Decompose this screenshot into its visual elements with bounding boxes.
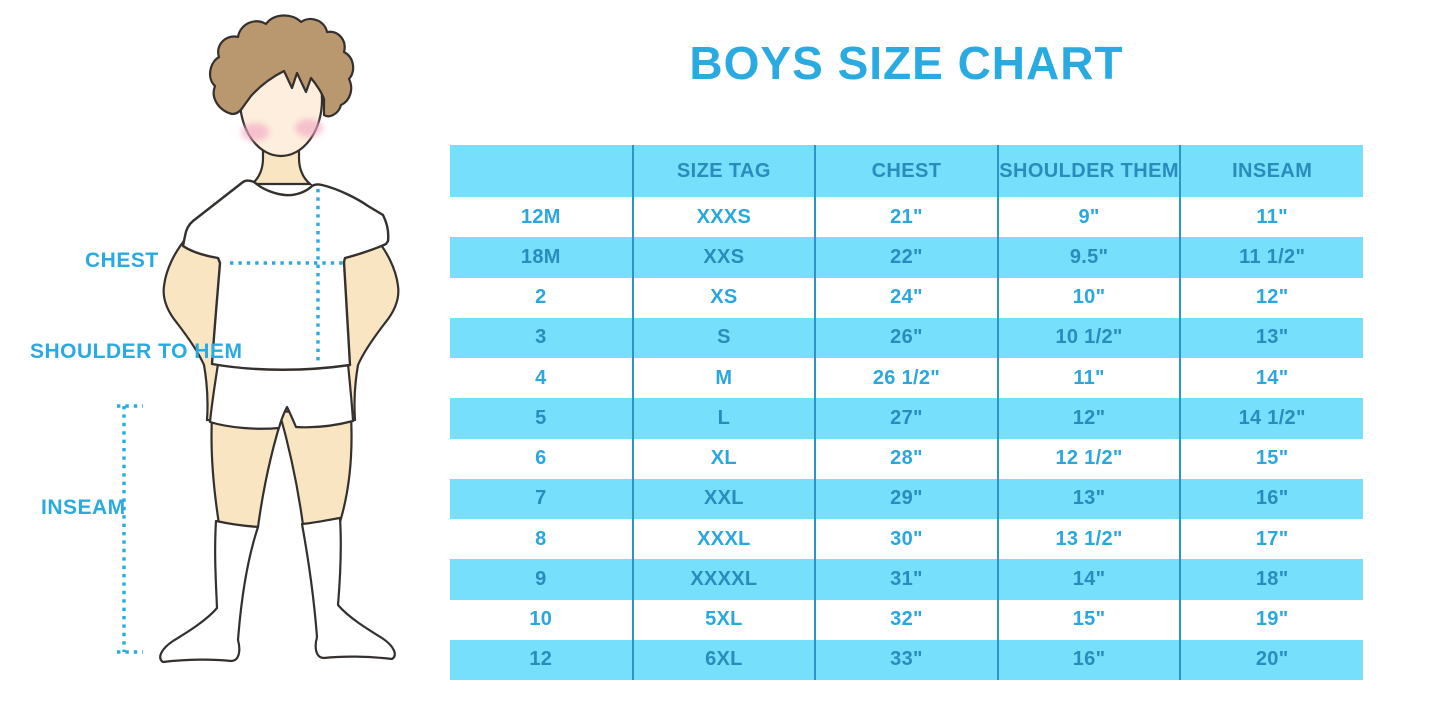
table-cell: 10 1/2" <box>996 317 1181 358</box>
table-cell: M <box>631 358 816 399</box>
table-cell: 12M <box>450 197 633 238</box>
table-row: 2 XS 24" 10" 12" <box>450 277 1363 318</box>
table-cell: 18M <box>450 237 633 278</box>
table-cell: XL <box>631 438 816 479</box>
table-cell: S <box>631 317 816 358</box>
table-cell: 22" <box>814 237 998 278</box>
table-row: 12 6XL 33" 16" 20" <box>450 639 1363 680</box>
table-cell: 14" <box>996 559 1181 600</box>
table-row: 3 S 26" 10 1/2" 13" <box>450 317 1363 358</box>
table-cell: 28" <box>814 438 998 479</box>
table-cell: 18" <box>1179 559 1363 600</box>
table-cell: 9 <box>450 559 633 600</box>
table-cell: 6XL <box>631 639 816 680</box>
table-cell: 24" <box>814 277 998 318</box>
table-row: 4 M 26 1/2" 11" 14" <box>450 358 1363 399</box>
right-sock <box>300 516 396 661</box>
table-cell: 2 <box>450 277 633 318</box>
table-cell: XS <box>631 277 816 318</box>
table-row: 10 5XL 32" 15" 19" <box>450 599 1363 640</box>
table-cell: 12" <box>1179 277 1363 318</box>
header-row: SIZE TAG CHEST SHOULDER THEM INSEAM <box>450 145 1363 197</box>
table-cell: 11" <box>1179 197 1363 238</box>
table-cell: 6 <box>450 438 633 479</box>
table-cell: 9.5" <box>996 237 1181 278</box>
table-row: 7 XXL 29" 13" 16" <box>450 478 1363 519</box>
cheeks <box>241 119 323 141</box>
size-table-header: SIZE TAG CHEST SHOULDER THEM INSEAM <box>450 145 1363 197</box>
tshirt <box>181 179 390 371</box>
table-row: 6 XL 28" 12 1/2" 15" <box>450 438 1363 479</box>
header-cell-inseam: INSEAM <box>1179 145 1363 197</box>
header-cell-size <box>450 145 633 197</box>
table-cell: 11" <box>996 358 1181 399</box>
table-cell: 8 <box>450 519 633 560</box>
table-cell: XXXXL <box>631 559 816 600</box>
table-cell: L <box>631 398 816 439</box>
table-cell: 17" <box>1179 519 1363 560</box>
inseam-label: INSEAM <box>41 496 126 519</box>
boy-illustration <box>117 14 400 664</box>
table-cell: 5XL <box>631 599 816 640</box>
table-cell: 33" <box>814 639 998 680</box>
measurement-lines <box>117 189 343 654</box>
table-row: 18M XXS 22" 9.5" 11 1/2" <box>450 237 1363 278</box>
page-title: BOYS SIZE CHART <box>689 37 1124 89</box>
table-cell: 13" <box>1179 317 1363 358</box>
header-cell-chest: CHEST <box>814 145 998 197</box>
table-cell: 4 <box>450 358 633 399</box>
table-cell: 13" <box>996 478 1181 519</box>
table-cell: 3 <box>450 317 633 358</box>
table-row: 12M XXXS 21" 9" 11" <box>450 197 1363 238</box>
table-row: 9 XXXXL 31" 14" 18" <box>450 559 1363 600</box>
legs <box>210 409 353 529</box>
table-cell: 16" <box>1179 478 1363 519</box>
table-cell: 7 <box>450 478 633 519</box>
table-cell: 15" <box>1179 438 1363 479</box>
table-cell: 10 <box>450 599 633 640</box>
table-cell: XXL <box>631 478 816 519</box>
table-cell: 5 <box>450 398 633 439</box>
table-cell: 11 1/2" <box>1179 237 1363 278</box>
table-cell: 26 1/2" <box>814 358 998 399</box>
table-cell: 21" <box>814 197 998 238</box>
table-cell: XXXL <box>631 519 816 560</box>
left-sock <box>159 519 260 664</box>
table-cell: 15" <box>996 599 1181 640</box>
table-cell: 14" <box>1179 358 1363 399</box>
table-cell: 14 1/2" <box>1179 398 1363 439</box>
table-cell: 10" <box>996 277 1181 318</box>
table-cell: 9" <box>996 197 1181 238</box>
chest-label: CHEST <box>85 249 159 272</box>
table-cell: 27" <box>814 398 998 439</box>
table-cell: 32" <box>814 599 998 640</box>
table-cell: 12 1/2" <box>996 438 1181 479</box>
shorts <box>208 362 355 430</box>
table-cell: 30" <box>814 519 998 560</box>
table-cell: 26" <box>814 317 998 358</box>
table-cell: 29" <box>814 478 998 519</box>
table-cell: 12 <box>450 639 633 680</box>
size-table: SIZE TAG CHEST SHOULDER THEM INSEAM 12M X… <box>450 145 1363 680</box>
table-cell: 19" <box>1179 599 1363 640</box>
table-cell: 13 1/2" <box>996 519 1181 560</box>
table-cell: 16" <box>996 639 1181 680</box>
shoulder-to-hem-label: SHOULDER TO HEM <box>30 340 243 363</box>
table-cell: XXXS <box>631 197 816 238</box>
size-table-body: 12M XXXS 21" 9" 11" 18M XXS 22" 9.5" 11 1/2" 2 XS 24… <box>450 197 1363 680</box>
header-cell-size-tag: SIZE TAG <box>631 145 816 197</box>
hair <box>209 14 355 118</box>
socks <box>159 516 396 664</box>
table-cell: 31" <box>814 559 998 600</box>
table-row: 8 XXXL 30" 13 1/2" 17" <box>450 519 1363 560</box>
table-cell: 12" <box>996 398 1181 439</box>
table-cell: 20" <box>1179 639 1363 680</box>
header-cell-shoulder: SHOULDER THEM <box>996 145 1181 197</box>
table-row: 5 L 27" 12" 14 1/2" <box>450 398 1363 439</box>
table-cell: XXS <box>631 237 816 278</box>
